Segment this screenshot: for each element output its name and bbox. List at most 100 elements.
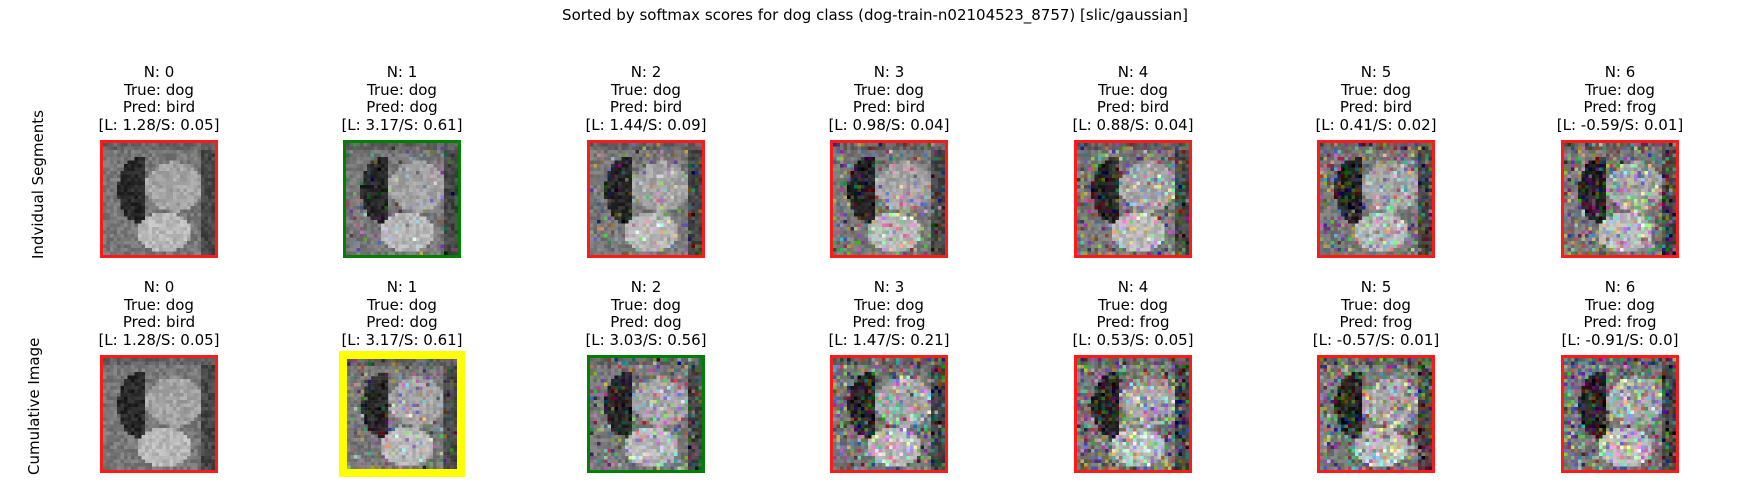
image-thumbnail <box>1074 140 1192 258</box>
panel-title-line: Pred: bird <box>1339 98 1413 116</box>
panel-title-line: True: dog <box>124 80 194 99</box>
panel-title-line: Pred: bird <box>852 98 926 116</box>
panel-title-line: True: dog <box>124 295 194 314</box>
thumbnail-image <box>1564 143 1676 255</box>
row-label-individual-segments: Indvidual Segments <box>29 110 47 259</box>
thumbnail-image <box>103 358 215 470</box>
panel-title-line: True: dog <box>1098 295 1168 314</box>
panel-title-line: [L: 1.28/S: 0.05] <box>98 115 220 134</box>
panel-title: N: 3 True: dog Pred: frog [L: 1.47/S: 0.21] <box>809 278 969 349</box>
figure-title: Sorted by softmax scores for dog class (… <box>562 6 1188 24</box>
image-thumbnail <box>1561 355 1679 473</box>
thumbnail-image <box>590 143 702 255</box>
panel-title-line: Pred: dog <box>366 98 438 116</box>
image-thumbnail <box>339 351 465 477</box>
panel-title: N: 5 True: dog Pred: bird [L: 0.41/S: 0.02] <box>1296 63 1456 134</box>
thumbnail-image <box>1564 358 1676 470</box>
panel-title-line: Pred: frog <box>852 313 926 331</box>
panel-title-line: [L: -0.57/S: 0.01] <box>1312 330 1440 349</box>
panel-title: N: 4 True: dog Pred: frog [L: 0.53/S: 0.05] <box>1053 278 1213 349</box>
image-thumbnail <box>343 140 461 258</box>
image-thumbnail <box>830 355 948 473</box>
thumbnail-image <box>1077 143 1189 255</box>
panel-title-line: N: 6 <box>1604 278 1636 296</box>
panel-title-line: Pred: bird <box>122 98 196 116</box>
panel-title-line: [L: 0.53/S: 0.05] <box>1072 330 1194 349</box>
panel-title-line: True: dog <box>1585 80 1655 99</box>
panel-title-line: N: 2 <box>630 63 662 81</box>
panel-title-line: N: 0 <box>143 278 175 296</box>
panel-title-line: [L: 3.17/S: 0.61] <box>341 115 463 134</box>
panel-title-line: N: 3 <box>873 278 905 296</box>
panel-title: N: 0 True: dog Pred: bird [L: 1.28/S: 0.05] <box>79 63 239 134</box>
panel-title-line: Pred: dog <box>366 313 438 331</box>
panel-title-line: N: 4 <box>1117 63 1149 81</box>
image-thumbnail <box>1317 140 1435 258</box>
row-label-cumulative-image: Cumulative Image <box>25 337 43 475</box>
thumbnail-image <box>1077 358 1189 470</box>
panel-title-line: N: 1 <box>386 63 418 81</box>
image-thumbnail <box>100 355 218 473</box>
panel-title-line: True: dog <box>1098 80 1168 99</box>
panel-title-line: [L: 0.98/S: 0.04] <box>828 115 950 134</box>
panel-title-line: N: 5 <box>1360 278 1392 296</box>
panel-title-line: Pred: frog <box>1583 98 1657 116</box>
panel-title-line: N: 4 <box>1117 278 1149 296</box>
panel-title-line: [L: 3.03/S: 0.56] <box>585 330 707 349</box>
panel-title-line: [L: 1.44/S: 0.09] <box>585 115 707 134</box>
panel-title-line: [L: 1.28/S: 0.05] <box>98 330 220 349</box>
panel-title-line: True: dog <box>367 295 437 314</box>
panel-title: N: 1 True: dog Pred: dog [L: 3.17/S: 0.61] <box>322 63 482 134</box>
panel-title-line: True: dog <box>1341 80 1411 99</box>
thumbnail-image <box>347 359 457 469</box>
image-thumbnail <box>587 140 705 258</box>
panel-title-line: True: dog <box>854 295 924 314</box>
panel-title: N: 3 True: dog Pred: bird [L: 0.98/S: 0.04] <box>809 63 969 134</box>
image-thumbnail <box>830 140 948 258</box>
panel-title-line: [L: -0.59/S: 0.01] <box>1556 115 1684 134</box>
panel-title: N: 4 True: dog Pred: bird [L: 0.88/S: 0.04] <box>1053 63 1213 134</box>
image-thumbnail <box>587 355 705 473</box>
panel-title-line: Pred: frog <box>1096 313 1170 331</box>
panel-title-line: True: dog <box>611 80 681 99</box>
panel-title-line: N: 0 <box>143 63 175 81</box>
image-thumbnail <box>1074 355 1192 473</box>
panel-title-line: [L: 0.41/S: 0.02] <box>1315 115 1437 134</box>
thumbnail-image <box>833 358 945 470</box>
image-thumbnail <box>100 140 218 258</box>
panel-title-line: True: dog <box>1341 295 1411 314</box>
panel-title-line: [L: 1.47/S: 0.21] <box>828 330 950 349</box>
panel-title-line: N: 1 <box>386 278 418 296</box>
panel-title-line: Pred: bird <box>609 98 683 116</box>
image-thumbnail <box>1317 355 1435 473</box>
panel-title: N: 2 True: dog Pred: bird [L: 1.44/S: 0.09] <box>566 63 726 134</box>
thumbnail-image <box>1320 358 1432 470</box>
panel-title-line: N: 2 <box>630 278 662 296</box>
panel-title: N: 0 True: dog Pred: bird [L: 1.28/S: 0.05] <box>79 278 239 349</box>
panel-title-line: N: 5 <box>1360 63 1392 81</box>
panel-title-line: [L: 0.88/S: 0.04] <box>1072 115 1194 134</box>
panel-title: N: 5 True: dog Pred: frog [L: -0.57/S: 0.01… <box>1296 278 1456 349</box>
panel-title: N: 6 True: dog Pred: frog [L: -0.91/S: 0.0] <box>1540 278 1700 349</box>
panel-title: N: 1 True: dog Pred: dog [L: 3.17/S: 0.61] <box>322 278 482 349</box>
panel-title-line: Pred: dog <box>610 313 682 331</box>
thumbnail-image <box>1320 143 1432 255</box>
panel-title-line: Pred: bird <box>1096 98 1170 116</box>
panel-title-line: Pred: frog <box>1583 313 1657 331</box>
panel-title-line: True: dog <box>854 80 924 99</box>
panel-title-line: N: 3 <box>873 63 905 81</box>
image-thumbnail <box>1561 140 1679 258</box>
thumbnail-image <box>103 143 215 255</box>
panel-title-line: True: dog <box>611 295 681 314</box>
panel-title-line: [L: -0.91/S: 0.0] <box>1561 330 1679 349</box>
panel-title: N: 6 True: dog Pred: frog [L: -0.59/S: 0.01… <box>1540 63 1700 134</box>
panel-title-line: [L: 3.17/S: 0.61] <box>341 330 463 349</box>
panel-title-line: True: dog <box>1585 295 1655 314</box>
panel-title-line: True: dog <box>367 80 437 99</box>
thumbnail-image <box>346 143 458 255</box>
thumbnail-image <box>590 358 702 470</box>
panel-title-line: Pred: frog <box>1339 313 1413 331</box>
thumbnail-image <box>833 143 945 255</box>
panel-title-line: Pred: bird <box>122 313 196 331</box>
panel-title-line: N: 6 <box>1604 63 1636 81</box>
